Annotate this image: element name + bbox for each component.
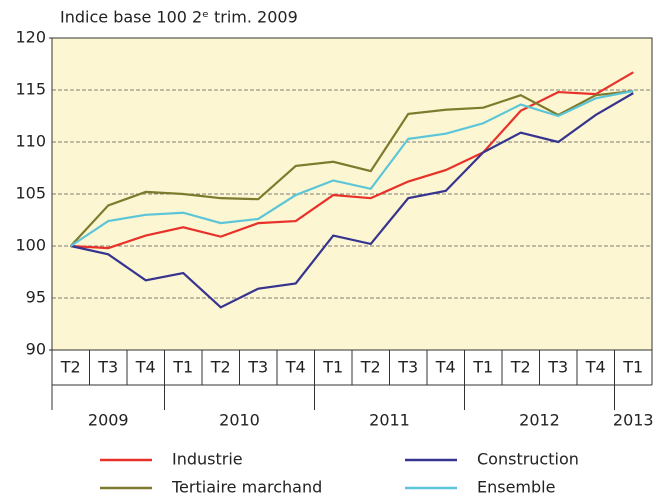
y-tick-label: 120 [15, 28, 46, 47]
year-label: 2011 [369, 411, 410, 430]
x-tick-label: T2 [510, 358, 531, 377]
x-tick-label: T1 [472, 358, 493, 377]
y-tick-label: 90 [26, 340, 46, 359]
x-tick-label: T3 [247, 358, 268, 377]
chart-title: Indice base 100 2ᵉ trim. 2009 [60, 8, 298, 27]
x-tick-label: T3 [397, 358, 418, 377]
x-tick-label: T3 [97, 358, 118, 377]
line-series [70, 92, 634, 309]
line-series [70, 71, 634, 250]
line-series [70, 89, 634, 247]
legend-label: Tertiaire marchand [171, 478, 322, 497]
x-tick-label: T4 [135, 358, 156, 377]
legend-label: Industrie [172, 450, 243, 469]
y-tick-label: 110 [15, 132, 46, 151]
x-tick-label: T2 [60, 358, 81, 377]
x-tick-label: T3 [547, 358, 568, 377]
x-tick-label: T2 [210, 358, 231, 377]
legend-label: Ensemble [477, 478, 555, 497]
x-tick-label: T2 [360, 358, 381, 377]
legend-label: Construction [477, 450, 579, 469]
year-label: 2009 [88, 411, 129, 430]
x-tick-label: T4 [585, 358, 606, 377]
y-tick-label: 95 [26, 288, 46, 307]
y-tick-label: 100 [15, 236, 46, 255]
y-tick-label: 105 [15, 184, 46, 203]
x-tick-label: T1 [172, 358, 193, 377]
x-tick-label: T1 [322, 358, 343, 377]
x-tick-label: T4 [285, 358, 306, 377]
x-tick-label: T4 [435, 358, 456, 377]
year-label: 2012 [519, 411, 560, 430]
year-label: 2013 [613, 411, 654, 430]
y-tick-label: 115 [15, 80, 46, 99]
line-series [69, 89, 634, 247]
year-label: 2010 [219, 411, 260, 430]
x-tick-label: T1 [622, 358, 643, 377]
